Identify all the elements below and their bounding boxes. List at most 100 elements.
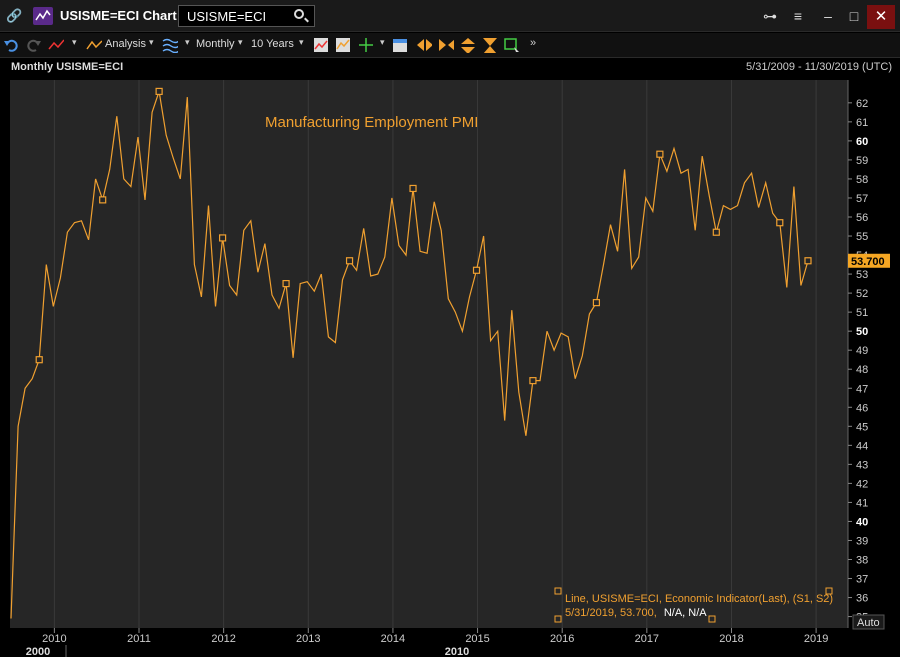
ric-search-input[interactable] — [178, 5, 315, 27]
y-tick-label: 49 — [856, 345, 868, 357]
display-dropdown[interactable]: ▾ — [185, 37, 190, 47]
search-icon[interactable] — [294, 9, 304, 19]
data-point-marker[interactable] — [529, 377, 537, 385]
plot-area[interactable] — [10, 80, 848, 628]
y-tick-label: 39 — [856, 535, 868, 547]
zoom-vertical-icon[interactable] — [460, 37, 476, 53]
x-tick-label: 2016 — [550, 633, 574, 645]
period-dropdown[interactable]: ▾ — [299, 37, 304, 47]
y-tick-label: 56 — [856, 212, 868, 224]
y-tick-label: 61 — [856, 117, 868, 129]
data-point-marker[interactable] — [282, 279, 290, 288]
chart-toolbar: ▾ Analysis ▾ ▾ Monthly ▾ 10 Years ▾ ▾ » — [0, 33, 900, 58]
analysis-dropdown[interactable]: ▾ — [149, 37, 154, 47]
scroll-arrows-icon[interactable] — [416, 37, 432, 53]
maximize-button[interactable]: □ — [849, 8, 859, 24]
analysis-menu[interactable]: Analysis — [105, 38, 146, 50]
chart-type-icon[interactable] — [313, 37, 329, 53]
legend-na-values: N/A, N/A — [664, 607, 707, 619]
data-point-marker[interactable] — [409, 184, 417, 193]
calendar-icon[interactable] — [392, 37, 408, 53]
chart-app-icon — [33, 7, 53, 25]
data-point-marker[interactable] — [218, 234, 227, 242]
data-point-marker[interactable] — [592, 299, 601, 307]
select-area-icon[interactable] — [504, 37, 520, 53]
data-point-marker[interactable] — [99, 196, 107, 204]
x-tick-label: 2017 — [635, 633, 659, 645]
y-tick-label: 42 — [856, 478, 868, 490]
zoom-horizontal-icon[interactable] — [438, 37, 454, 53]
auto-scale-label: Auto — [857, 617, 880, 629]
title-bar: 🔗 USISME=ECI Chart ⊶ ≡ – □ ✕ — [0, 0, 900, 32]
interval-select[interactable]: Monthly — [196, 38, 235, 50]
y-tick-label: 50 — [856, 326, 868, 338]
data-point-marker[interactable] — [35, 356, 43, 364]
y-tick-label: 51 — [856, 307, 868, 319]
y-tick-label: 57 — [856, 193, 868, 205]
legend-marker-icon — [554, 615, 562, 623]
y-tick-label: 55 — [856, 231, 868, 243]
x-tick-label: 2012 — [211, 633, 235, 645]
y-tick-label: 58 — [856, 174, 868, 186]
data-point-marker[interactable] — [155, 87, 163, 96]
line-chart[interactable]: 3536373839404142434445464748495051525354… — [0, 77, 900, 657]
data-point-marker[interactable] — [776, 219, 784, 227]
link-icon[interactable]: 🔗 — [6, 8, 23, 23]
data-point-marker[interactable] — [472, 266, 481, 274]
data-point-marker[interactable] — [712, 228, 720, 236]
minimize-button[interactable]: – — [824, 8, 832, 24]
x-tick-label: 2011 — [127, 633, 151, 645]
waves-icon[interactable] — [162, 37, 178, 53]
chart-instrument-label: Monthly USISME=ECI — [11, 61, 124, 73]
tree-icon[interactable]: ⊶ — [763, 8, 777, 24]
undo-icon[interactable] — [3, 37, 19, 53]
series-line-usisme[interactable] — [10, 91, 809, 619]
data-point-marker[interactable] — [345, 257, 354, 265]
line-style-dropdown[interactable]: ▾ — [72, 37, 77, 47]
y-tick-label: 41 — [856, 497, 868, 509]
legend-line-2: 5/31/2019, 53.700, N/A, N/A — [565, 607, 707, 619]
y-tick-label: 48 — [856, 364, 868, 376]
data-point-marker[interactable] — [656, 150, 664, 158]
y-tick-label: 36 — [856, 593, 868, 605]
interval-dropdown[interactable]: ▾ — [238, 37, 243, 47]
redo-icon[interactable] — [26, 37, 42, 53]
y-tick-label: 45 — [856, 421, 868, 433]
last-value-badge — [848, 253, 890, 268]
chart-title: Manufacturing Employment PMI — [265, 114, 478, 131]
auto-scale-button[interactable] — [852, 614, 885, 630]
x-tick-label: 2014 — [381, 633, 405, 645]
legend-last-value: 5/31/2019, 53.700, — [565, 607, 657, 619]
y-tick-label: 47 — [856, 383, 868, 395]
x-tick-label: 2015 — [465, 633, 489, 645]
y-tick-label: 59 — [856, 155, 868, 167]
y-tick-label: 38 — [856, 555, 868, 567]
y-tick-label: 40 — [856, 516, 868, 528]
y-tick-label: 52 — [856, 288, 868, 300]
analysis-icon[interactable] — [86, 37, 102, 53]
more-tools-icon[interactable]: » — [530, 37, 537, 49]
y-tick-label: 37 — [856, 574, 868, 586]
legend-marker-icon — [708, 615, 716, 623]
x-tick-label: 2010 — [42, 633, 66, 645]
data-point-marker[interactable] — [804, 257, 812, 265]
y-tick-label: 53 — [856, 269, 868, 281]
legend-marker-icon — [825, 587, 833, 595]
x-tick-label: 2018 — [719, 633, 743, 645]
last-value-label: 53.700 — [851, 256, 885, 268]
crosshair-dropdown[interactable]: ▾ — [380, 37, 385, 47]
y-tick-label: 43 — [856, 459, 868, 471]
compare-chart-icon[interactable] — [335, 37, 351, 53]
crosshair-icon[interactable] — [357, 37, 373, 53]
hamburger-menu-icon[interactable]: ≡ — [793, 8, 803, 24]
legend-line-1: Line, USISME=ECI, Economic Indicator(Las… — [565, 593, 833, 605]
hourglass-icon[interactable] — [482, 37, 498, 53]
line-style-icon[interactable] — [48, 37, 64, 53]
close-button[interactable]: ✕ — [867, 5, 895, 29]
x-major-tick-label: 2010 — [445, 646, 469, 657]
x-tick-label: 2013 — [296, 633, 320, 645]
y-tick-label: 60 — [856, 136, 868, 148]
window-title: USISME=ECI Chart — [60, 8, 177, 23]
period-select[interactable]: 10 Years — [251, 38, 294, 50]
y-tick-label: 46 — [856, 402, 868, 414]
